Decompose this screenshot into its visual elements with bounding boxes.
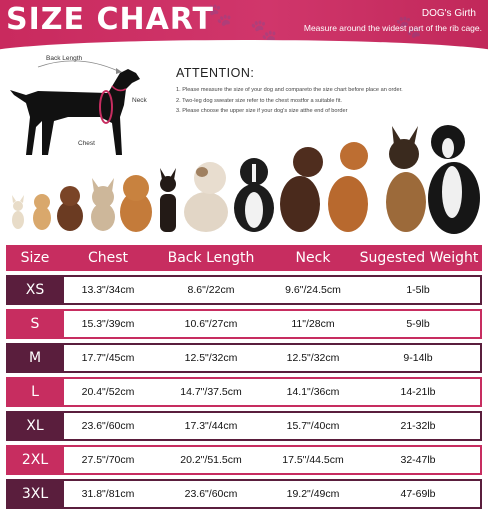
label-chest: Chest [78,140,95,147]
attention-note: 1. Please measure the size of your dog a… [176,87,403,93]
dog-icon [160,168,176,232]
attention-note: 2. Two-leg dog sweater size refer to the… [176,97,342,104]
column-header: Chest [64,245,152,271]
page-title: SIZE CHART [6,2,215,37]
dog-icon [328,142,368,232]
back-length-cell: 17.3"/44cm [152,411,270,441]
back-length-cell: 12.5"/32cm [152,343,270,373]
size-cell: L [6,377,64,407]
column-header: Back Length [152,245,270,271]
girth-description: Measure around the widest part of the ri… [303,23,482,33]
attention-title: ATTENTION: [176,66,255,80]
dog-icon [234,158,274,232]
weight-cell: 1-5lb [356,275,482,305]
paw-print-icon: 🐾 [205,2,233,27]
chest-cell: 15.3"/39cm [64,309,152,339]
size-cell: 3XL [6,479,64,509]
back-length-cell: 23.6"/60cm [152,479,270,509]
table-row: L 20.4"/52cm 14.7"/37.5cm 14.1"/36cm 14-… [6,377,482,407]
size-cell: S [6,309,64,339]
table-header-row: Size Chest Back Length Neck Sugested Wei… [6,245,482,271]
size-cell: M [6,343,64,373]
header-banner: 🐾 🐾 🐾 SIZE CHART DOG's Girth Measure aro… [0,0,488,52]
neck-cell: 12.5"/32cm [270,343,356,373]
dog-icon [184,162,228,232]
chest-cell: 27.5"/70cm [64,445,152,475]
weight-cell: 21-32lb [356,411,482,441]
dog-icon [12,195,24,229]
label-back-length: Back Length [46,55,83,62]
header-wave [0,40,488,52]
weight-cell: 47-69lb [356,479,482,509]
measurement-diagram: Back Length Neck Chest [8,55,168,165]
dog-icon [280,147,323,232]
chest-band [99,90,113,124]
attention-note: 3. Please choose the upper size if your … [176,108,348,114]
chest-cell: 13.3"/34cm [64,275,152,305]
back-length-cell: 20.2"/51.5cm [152,445,270,475]
table-row: XL 23.6"/60cm 17.3"/44cm 15.7"/40cm 21-3… [6,411,482,441]
column-header: Sugested Weight [356,245,482,271]
size-chart-table: Size Chest Back Length Neck Sugested Wei… [6,241,482,513]
paw-print-icon: 🐾 [395,14,423,39]
attention-section: ATTENTION: 1. Please measure the size of… [176,66,481,117]
size-cell: XS [6,275,64,305]
paw-print-icon: 🐾 [250,18,278,43]
dog-icon [120,175,152,232]
neck-cell: 17.5"/44.5cm [270,445,356,475]
weight-cell: 5-9lb [356,309,482,339]
neck-cell: 19.2"/49cm [270,479,356,509]
dog-icon [428,125,480,234]
dog-lineup-image [0,112,488,240]
neck-cell: 11"/28cm [270,309,356,339]
weight-cell: 14-21lb [356,377,482,407]
neck-band [111,85,127,92]
chest-cell: 31.8"/81cm [64,479,152,509]
back-length-cell: 8.6"/22cm [152,275,270,305]
neck-cell: 9.6"/24.5cm [270,275,356,305]
label-neck: Neck [132,97,147,104]
dog-silhouette-icon [10,60,140,155]
back-length-arrow [37,60,119,72]
column-header: Neck [270,245,356,271]
back-length-cell: 14.7"/37.5cm [152,377,270,407]
dog-icon [91,178,115,231]
chest-cell: 17.7"/45cm [64,343,152,373]
size-cell: 2XL [6,445,64,475]
dog-icon [57,186,83,231]
weight-cell: 32-47lb [356,445,482,475]
table-row: XS 13.3"/34cm 8.6"/22cm 9.6"/24.5cm 1-5l… [6,275,482,305]
table-row: S 15.3"/39cm 10.6"/27cm 11"/28cm 5-9lb [6,309,482,339]
back-length-cell: 10.6"/27cm [152,309,270,339]
girth-title: DOG's Girth [421,8,476,19]
neck-cell: 14.1"/36cm [270,377,356,407]
chest-cell: 23.6"/60cm [64,411,152,441]
weight-cell: 9-14lb [356,343,482,373]
table-row: 3XL 31.8"/81cm 23.6"/60cm 19.2"/49cm 47-… [6,479,482,509]
dog-icon [386,126,426,232]
size-cell: XL [6,411,64,441]
neck-cell: 15.7"/40cm [270,411,356,441]
chest-cell: 20.4"/52cm [64,377,152,407]
column-header: Size [6,245,64,271]
arrow-head-icon [116,68,122,74]
table-row: M 17.7"/45cm 12.5"/32cm 12.5"/32cm 9-14l… [6,343,482,373]
table-row: 2XL 27.5"/70cm 20.2"/51.5cm 17.5"/44.5cm… [6,445,482,475]
dog-icon [33,194,51,230]
